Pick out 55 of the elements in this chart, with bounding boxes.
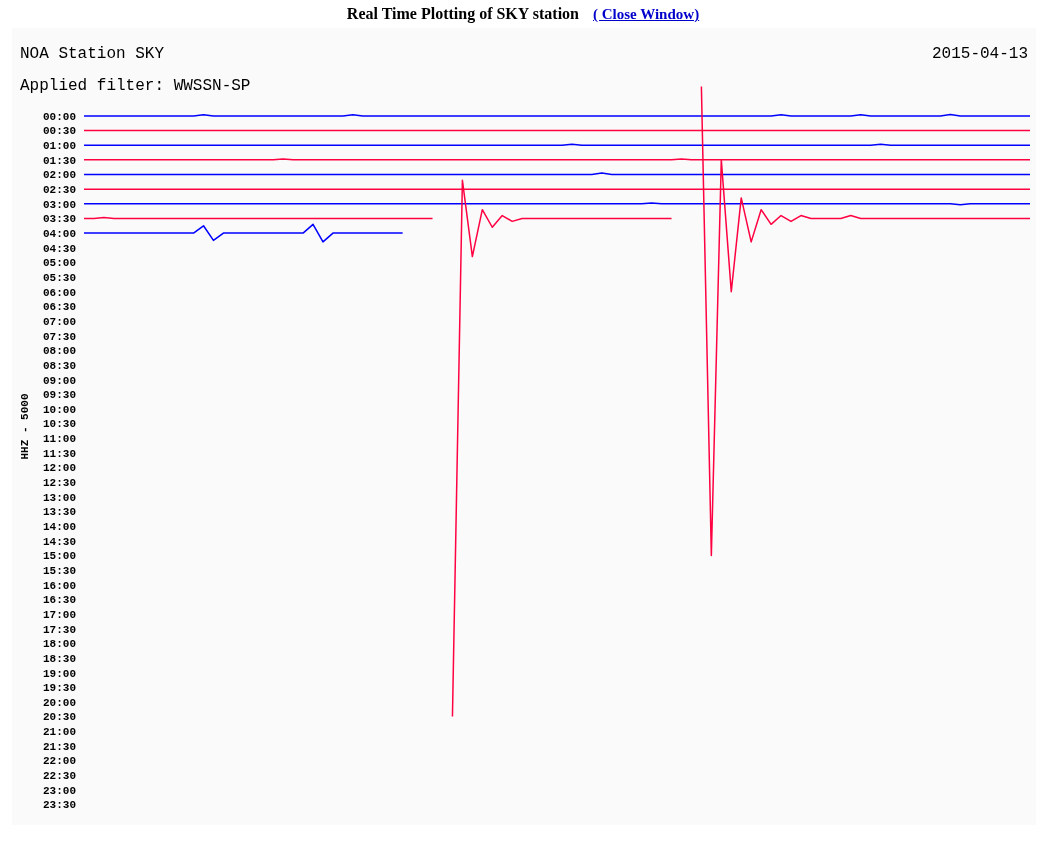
y-tick-label: 06:30 bbox=[42, 301, 76, 314]
chart-title: Real Time Plotting of SKY station bbox=[346, 5, 579, 22]
y-tick-label: 11:30 bbox=[42, 447, 76, 460]
y-tick-label: 08:30 bbox=[42, 359, 76, 372]
y-tick-label: 00:00 bbox=[42, 110, 76, 123]
y-tick-label: 10:00 bbox=[42, 403, 76, 416]
y-tick-label: 02:00 bbox=[42, 169, 76, 182]
y-tick-label: 09:30 bbox=[42, 389, 76, 402]
y-tick-label: 06:00 bbox=[42, 286, 76, 299]
y-tick-label: 13:00 bbox=[42, 491, 76, 504]
y-tick-label: 19:30 bbox=[42, 682, 76, 695]
y-tick-label: 12:00 bbox=[42, 462, 76, 475]
y-tick-label: 03:30 bbox=[42, 213, 76, 226]
y-tick-label: 01:00 bbox=[42, 140, 76, 153]
y-tick-label: 20:30 bbox=[42, 711, 76, 724]
y-tick-label: 18:30 bbox=[42, 652, 76, 665]
y-tick-label: 23:30 bbox=[42, 799, 76, 812]
y-tick-label: 22:30 bbox=[42, 770, 76, 783]
y-tick-label: 20:00 bbox=[42, 696, 76, 709]
y-tick-label: 00:30 bbox=[42, 125, 76, 138]
y-tick-label: 08:00 bbox=[42, 345, 76, 358]
y-tick-label: 19:00 bbox=[42, 667, 76, 680]
y-tick-label: 15:30 bbox=[42, 564, 76, 577]
y-tick-label: 14:30 bbox=[42, 535, 76, 548]
y-tick-label: 15:00 bbox=[42, 550, 76, 563]
annotation: Applied filter: WWSSN-SP bbox=[20, 77, 251, 95]
y-tick-label: 23:00 bbox=[42, 784, 76, 797]
y-tick-label: 21:00 bbox=[42, 726, 76, 739]
y-tick-label: 09:00 bbox=[42, 374, 76, 387]
y-tick-label: 12:30 bbox=[42, 477, 76, 490]
y-tick-label: 21:30 bbox=[42, 740, 76, 753]
y-tick-label: 14:00 bbox=[42, 521, 76, 534]
y-tick-label: 17:00 bbox=[42, 608, 76, 621]
y-tick-label: 13:30 bbox=[42, 506, 76, 519]
y-tick-label: 07:30 bbox=[42, 330, 76, 343]
text: ( Close Window) bbox=[593, 6, 700, 22]
y-tick-label: 17:30 bbox=[42, 623, 76, 636]
line-series bbox=[83, 223, 404, 243]
y-tick-label: 11:00 bbox=[42, 433, 76, 446]
y-tick-label: 02:30 bbox=[42, 184, 76, 197]
y-tick-label: 18:00 bbox=[42, 638, 76, 651]
annotation: NOA Station SKY bbox=[20, 45, 165, 63]
y-tick-label: 22:00 bbox=[42, 755, 76, 768]
y-tick-label: 07:00 bbox=[42, 315, 76, 328]
y-axis-title: HHZ - 5000 bbox=[18, 393, 31, 460]
y-tick-label: 04:30 bbox=[42, 242, 76, 255]
y-tick-label: 10:30 bbox=[42, 418, 76, 431]
y-tick-label: 01:30 bbox=[42, 154, 76, 167]
y-tick-label: 03:00 bbox=[42, 198, 76, 211]
y-tick-label: 04:00 bbox=[42, 228, 76, 241]
annotation: 2015-04-13 bbox=[931, 45, 1028, 63]
y-tick-label: 16:30 bbox=[42, 594, 76, 607]
y-tick-label: 16:00 bbox=[42, 579, 76, 592]
y-tick-label: 05:30 bbox=[42, 271, 76, 284]
y-tick-label: 05:00 bbox=[42, 257, 76, 270]
